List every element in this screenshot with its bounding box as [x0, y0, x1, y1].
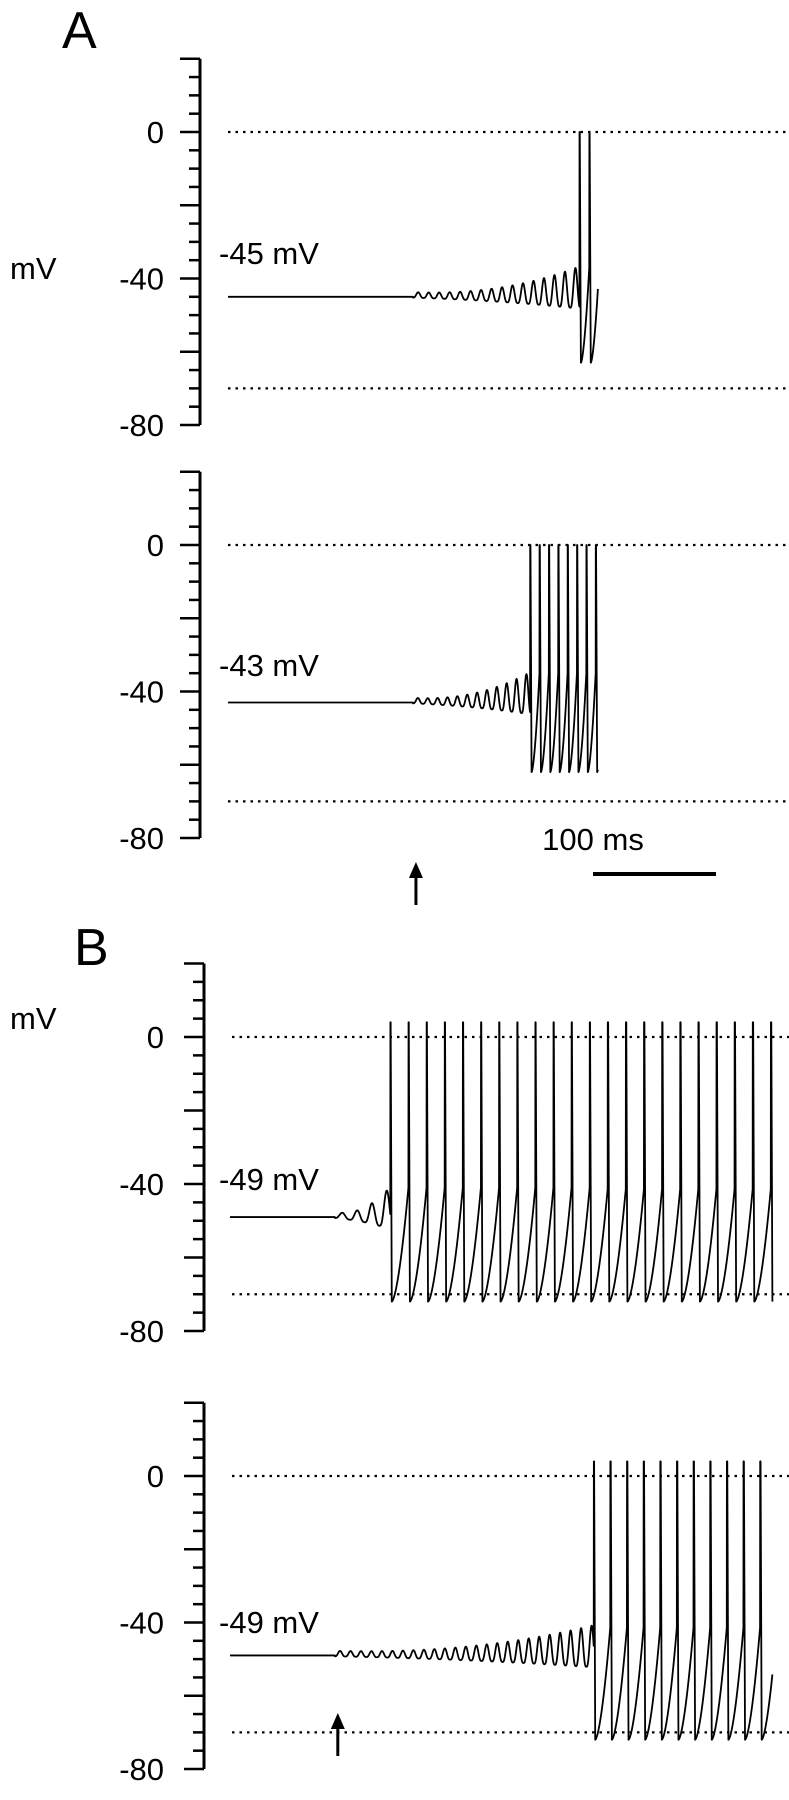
y-tick-label: 0 — [147, 1459, 164, 1494]
voltage-trace — [229, 1460, 774, 1741]
y-tick-label: -40 — [119, 1606, 164, 1641]
panel-a-y-unit: mV — [10, 251, 57, 286]
y-tick-label: 0 — [147, 528, 164, 563]
holding-potential-label: -49 mV — [219, 1162, 319, 1197]
panel-letter-a: A — [62, 2, 97, 60]
trace-panel-a-bottom: 0 -40 -80 -43 mV — [119, 470, 788, 905]
holding-potential-label: -49 mV — [219, 1605, 319, 1640]
y-tick-label: -80 — [119, 1752, 164, 1787]
y-tick-label: -80 — [119, 821, 164, 856]
y-tick-label: 0 — [147, 115, 164, 150]
y-tick-label: -40 — [119, 675, 164, 710]
y-tick-label: -80 — [119, 408, 164, 443]
trace-panel-b-top: 0 -40 -80 -49 mV — [119, 962, 789, 1349]
panel-letter-b: B — [74, 919, 109, 977]
panel-b-y-unit: mV — [10, 1001, 57, 1036]
y-tick-label: -40 — [119, 1167, 164, 1202]
holding-potential-label: -45 mV — [219, 236, 319, 271]
trace-panel-b-bottom: 0 -40 -80 -49 mV — [119, 1401, 789, 1787]
scale-bar: 100 ms — [542, 822, 716, 876]
y-tick-label: 0 — [147, 1020, 164, 1055]
stimulus-arrow-icon — [330, 1713, 345, 1729]
voltage-trace — [229, 1021, 774, 1303]
y-tick-label: -80 — [119, 1314, 164, 1349]
voltage-trace — [227, 544, 599, 773]
y-tick-label: -40 — [119, 262, 164, 297]
trace-panel-a-top: 0 -40 -80 -45 mV — [119, 57, 788, 443]
holding-potential-label: -43 mV — [219, 648, 319, 683]
voltage-trace — [227, 131, 599, 364]
stimulus-arrow-icon — [408, 862, 423, 878]
scale-bar-label: 100 ms — [542, 822, 644, 857]
